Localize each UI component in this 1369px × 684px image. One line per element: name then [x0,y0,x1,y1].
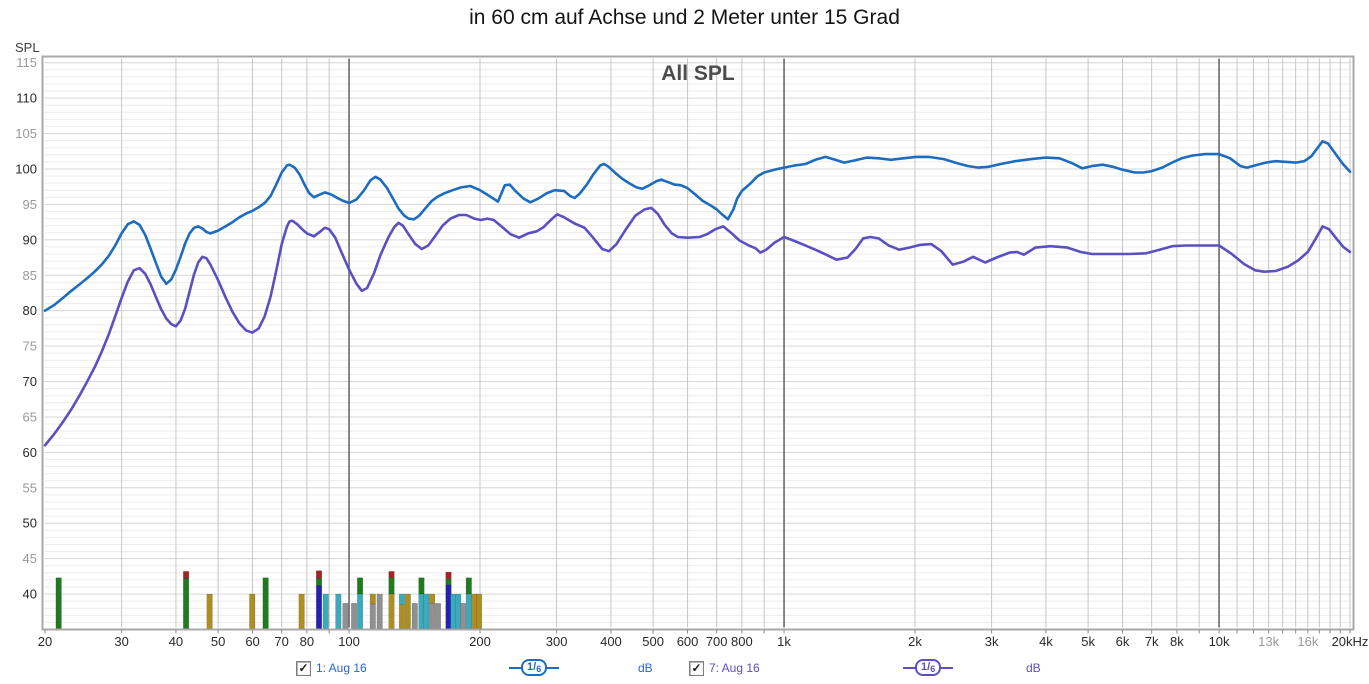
svg-text:45: 45 [23,551,37,566]
svg-text:10k: 10k [1209,634,1230,649]
svg-text:500: 500 [642,634,664,649]
smoothing-value-7: 1/6 [915,659,942,676]
svg-text:80: 80 [300,634,314,649]
svg-text:4k: 4k [1039,634,1053,649]
svg-text:16k: 16k [1297,634,1318,649]
svg-text:800: 800 [731,634,753,649]
smoothing-value-1: 1/6 [521,659,548,676]
smoothing-wing-left-1 [509,666,521,669]
svg-text:60: 60 [23,445,37,460]
svg-text:40: 40 [169,634,183,649]
smoothing-wing-left-7 [903,666,915,669]
svg-text:70: 70 [23,374,37,389]
bar-markers [55,570,483,629]
svg-text:95: 95 [23,197,37,212]
horizontal-gridlines [44,62,1352,623]
svg-text:65: 65 [23,409,37,424]
svg-text:80: 80 [23,303,37,318]
smoothing-control-1[interactable]: 1/6 [509,659,560,676]
svg-text:55: 55 [23,480,37,495]
vertical-gridlines [121,58,1351,628]
smoothing-wing-right-7 [941,666,954,669]
svg-text:3k: 3k [985,634,999,649]
svg-text:6k: 6k [1116,634,1130,649]
svg-text:20kHz: 20kHz [1332,634,1369,649]
svg-text:70: 70 [274,634,288,649]
svg-text:100: 100 [338,634,360,649]
legend-label-1[interactable]: 1: Aug 16 [316,661,367,675]
unit-label-1: dB [638,661,653,675]
y-axis-tick-labels: 115 110 105 100 95 90 85 80 75 70 65 60 55 50 45 40 [15,55,37,601]
svg-text:13k: 13k [1258,634,1279,649]
svg-text:8k: 8k [1170,634,1184,649]
svg-text:5k: 5k [1081,634,1095,649]
svg-text:1k: 1k [777,634,791,649]
chart-title: in 60 cm auf Achse und 2 Meter unter 15 … [469,6,900,29]
unit-label-7: dB [1026,661,1041,675]
svg-text:110: 110 [16,91,37,106]
svg-text:105: 105 [15,126,37,141]
svg-text:700: 700 [706,634,728,649]
legend-label-7[interactable]: 7: Aug 16 [709,661,760,675]
svg-text:40: 40 [23,587,37,602]
plot-overlay-title: All SPL [661,62,735,85]
svg-text:400: 400 [600,634,622,649]
smoothing-control-7[interactable]: 1/6 [903,659,954,676]
svg-text:20: 20 [38,634,52,649]
svg-text:30: 30 [114,634,128,649]
svg-text:115: 115 [16,55,37,70]
plot-frame [41,55,1355,634]
svg-text:7k: 7k [1145,634,1159,649]
svg-text:2k: 2k [908,634,922,649]
plot-area: 20 30 40 50 60 70 80 100 200 300 400 500 600 700 800 1k… [15,55,1369,649]
svg-text:60: 60 [245,634,259,649]
svg-text:100: 100 [15,161,37,176]
svg-text:200: 200 [469,634,491,649]
x-axis-tick-labels: 20 30 40 50 60 70 80 100 200 300 400 500 600 700 800 1k… [38,634,1369,649]
svg-text:300: 300 [546,634,568,649]
svg-text:90: 90 [23,232,37,247]
spl-traces [43,140,1352,447]
svg-text:600: 600 [677,634,699,649]
y-axis-unit-label: SPL [15,40,40,55]
svg-text:75: 75 [23,339,37,354]
smoothing-wing-right-1 [547,666,560,669]
legend-checkbox-7[interactable]: ✓ [689,661,704,676]
svg-text:85: 85 [23,268,37,283]
svg-text:50: 50 [211,634,225,649]
legend-checkbox-1[interactable]: ✓ [296,661,311,676]
svg-text:50: 50 [23,516,37,531]
